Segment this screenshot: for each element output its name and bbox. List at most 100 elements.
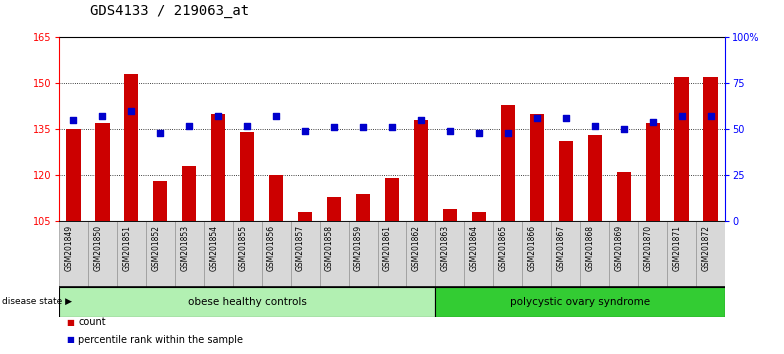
Bar	[530, 114, 544, 221]
Point	[444, 128, 456, 134]
Text: GSM201863: GSM201863	[441, 224, 450, 271]
Text: GSM201870: GSM201870	[644, 224, 653, 271]
Bar	[211, 114, 226, 221]
Point	[647, 119, 659, 125]
Point	[676, 114, 688, 119]
Point	[328, 125, 340, 130]
Bar	[406, 221, 435, 287]
Text: GSM201861: GSM201861	[383, 224, 392, 270]
Bar	[95, 123, 110, 221]
Text: polycystic ovary syndrome: polycystic ovary syndrome	[510, 297, 651, 307]
Bar	[645, 123, 660, 221]
Bar	[638, 221, 667, 287]
Bar	[587, 135, 602, 221]
Point	[357, 125, 369, 130]
Bar	[464, 221, 493, 287]
Bar	[580, 221, 609, 287]
Text: obese healthy controls: obese healthy controls	[187, 297, 307, 307]
Bar	[349, 221, 378, 287]
Text: GSM201855: GSM201855	[238, 224, 247, 271]
Point	[705, 114, 717, 119]
Point	[386, 125, 398, 130]
Text: GSM201850: GSM201850	[93, 224, 102, 271]
Bar	[59, 221, 88, 287]
Point	[618, 126, 630, 132]
Bar	[435, 287, 725, 317]
Bar	[356, 194, 370, 221]
Text: GSM201854: GSM201854	[209, 224, 218, 271]
Point	[531, 115, 543, 121]
Bar	[124, 74, 139, 221]
Bar	[66, 129, 81, 221]
Text: GSM201864: GSM201864	[470, 224, 479, 271]
Point	[270, 114, 282, 119]
Point	[473, 130, 485, 136]
Text: percentile rank within the sample: percentile rank within the sample	[78, 335, 243, 345]
Point	[415, 117, 427, 123]
Bar	[298, 212, 312, 221]
Bar	[443, 209, 457, 221]
Text: GSM201851: GSM201851	[122, 224, 131, 270]
Text: GSM201853: GSM201853	[180, 224, 189, 271]
Bar	[674, 77, 689, 221]
Bar	[291, 221, 320, 287]
Text: count: count	[78, 317, 106, 327]
Bar	[153, 181, 168, 221]
Bar	[117, 221, 146, 287]
Text: GSM201862: GSM201862	[412, 224, 421, 270]
Bar	[146, 221, 175, 287]
Point	[589, 123, 601, 129]
Bar	[204, 221, 233, 287]
Bar	[472, 212, 486, 221]
Text: GSM201869: GSM201869	[615, 224, 624, 271]
Point	[154, 130, 166, 136]
Text: GSM201871: GSM201871	[673, 224, 682, 270]
Point	[183, 123, 195, 129]
Bar	[385, 178, 399, 221]
Point	[502, 130, 514, 136]
Text: GSM201856: GSM201856	[267, 224, 276, 271]
Bar	[703, 77, 718, 221]
Text: GSM201868: GSM201868	[586, 224, 595, 270]
Bar	[551, 221, 580, 287]
Text: GSM201858: GSM201858	[325, 224, 334, 270]
Bar	[667, 221, 696, 287]
Text: GDS4133 / 219063_at: GDS4133 / 219063_at	[90, 4, 249, 18]
Bar	[414, 120, 428, 221]
Bar	[493, 221, 522, 287]
Bar	[435, 221, 464, 287]
Text: GSM201867: GSM201867	[557, 224, 566, 271]
Bar	[320, 221, 349, 287]
Bar	[558, 142, 573, 221]
Text: GSM201872: GSM201872	[702, 224, 711, 270]
Bar	[378, 221, 406, 287]
Point	[241, 123, 253, 129]
Bar	[88, 221, 117, 287]
Bar	[262, 221, 291, 287]
Text: GSM201866: GSM201866	[528, 224, 537, 271]
Text: GSM201865: GSM201865	[499, 224, 508, 271]
Bar	[175, 221, 204, 287]
Text: GSM201852: GSM201852	[151, 224, 160, 270]
Point	[96, 114, 108, 119]
Point	[212, 114, 224, 119]
Text: GSM201857: GSM201857	[296, 224, 305, 271]
Text: GSM201859: GSM201859	[354, 224, 363, 271]
Text: GSM201849: GSM201849	[64, 224, 73, 271]
Bar	[240, 132, 254, 221]
Point	[125, 108, 137, 114]
Text: disease state ▶: disease state ▶	[2, 297, 71, 306]
Bar	[269, 175, 283, 221]
Bar	[233, 221, 262, 287]
Point	[299, 128, 311, 134]
Bar	[501, 105, 515, 221]
Text: ■: ■	[67, 318, 74, 327]
Bar	[59, 287, 435, 317]
Bar	[182, 166, 197, 221]
Text: ■: ■	[67, 335, 74, 344]
Point	[67, 117, 79, 123]
Bar	[696, 221, 725, 287]
Point	[560, 115, 572, 121]
Bar	[609, 221, 638, 287]
Bar	[522, 221, 551, 287]
